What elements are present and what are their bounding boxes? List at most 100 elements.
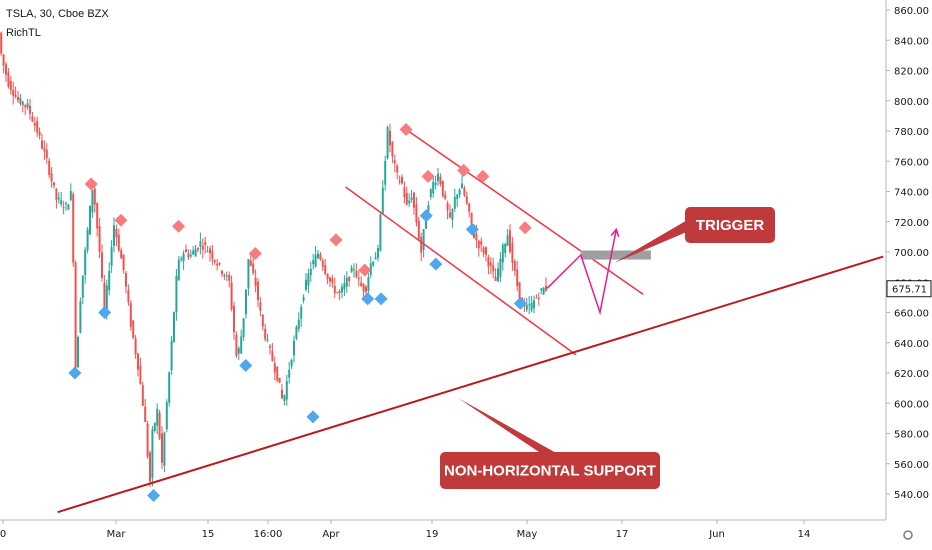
- candle-body: [506, 235, 509, 246]
- candle-body: [341, 286, 343, 293]
- candle-body: [127, 289, 130, 303]
- swing-high-marker: [84, 177, 98, 191]
- candle-body: [218, 263, 221, 265]
- candle-body: [362, 284, 365, 292]
- candle-body: [60, 200, 63, 205]
- candle-body: [134, 338, 137, 355]
- candle-body: [17, 96, 19, 101]
- candle-body: [206, 251, 209, 253]
- candle-body: [417, 220, 420, 240]
- candle-body: [108, 270, 111, 291]
- price-tick-label: 780.00: [894, 127, 929, 138]
- candle-body: [185, 249, 187, 253]
- candle-body: [477, 240, 480, 249]
- candle-body: [470, 212, 473, 227]
- candle-body: [374, 257, 377, 260]
- candle-body: [266, 339, 269, 341]
- candle-body: [77, 336, 79, 368]
- candle-body: [535, 297, 538, 299]
- candle-body: [465, 196, 468, 204]
- candle-body: [122, 254, 125, 271]
- candle-body: [26, 103, 29, 108]
- candle-body: [345, 277, 348, 287]
- candle-body: [223, 274, 226, 277]
- projection-arrowhead: [610, 227, 620, 238]
- candle-body: [293, 340, 295, 356]
- callout-pointer: [458, 398, 558, 454]
- callout-label: NON-HORIZONTAL SUPPORT: [444, 463, 656, 480]
- candle-body: [386, 127, 389, 159]
- candle-body: [518, 282, 521, 300]
- candle-body: [326, 274, 329, 279]
- candle-body: [146, 423, 149, 457]
- candle-body: [309, 268, 312, 276]
- candle-body: [57, 197, 60, 200]
- candle-body: [129, 303, 132, 327]
- trendlines-layer: [57, 128, 884, 514]
- candle-body: [2, 54, 5, 66]
- swing-high-marker: [114, 213, 128, 227]
- candle-body: [101, 252, 103, 279]
- price-tick-label: 640.00: [894, 339, 929, 350]
- swing-low-marker: [68, 366, 82, 380]
- candle-body: [137, 353, 139, 370]
- candle-body: [425, 217, 427, 229]
- candle-body: [321, 260, 324, 267]
- candle-body: [153, 422, 156, 431]
- candle-body: [355, 270, 358, 278]
- candle-body: [434, 182, 437, 186]
- candle-body: [365, 286, 367, 292]
- candle-body: [12, 90, 15, 96]
- candle-body: [113, 225, 115, 246]
- candle-body: [463, 187, 466, 196]
- candle-body: [69, 191, 72, 200]
- settings-gear-icon[interactable]: [903, 530, 913, 540]
- candle-body: [367, 277, 370, 291]
- candle-body: [516, 269, 519, 286]
- candle-body: [240, 336, 243, 354]
- price-tick-label: 860.00: [894, 6, 929, 17]
- candle-body: [348, 276, 351, 282]
- candle-body: [533, 300, 535, 309]
- candle-body: [487, 257, 490, 267]
- candle-body: [110, 246, 113, 266]
- swing-high-marker: [358, 263, 372, 277]
- swing-low-marker: [465, 222, 479, 236]
- candle-body: [432, 181, 435, 194]
- candle-body: [261, 314, 264, 327]
- candle-body: [228, 274, 231, 281]
- candle-body: [456, 194, 459, 199]
- candle-body: [501, 244, 504, 263]
- candle-body: [499, 258, 502, 277]
- support-trendline: [57, 255, 884, 514]
- swing-high-marker: [421, 169, 435, 183]
- indicator-label: RichTL: [6, 27, 41, 39]
- trigger-zone: [580, 250, 651, 260]
- candle-body: [444, 194, 447, 199]
- candle-body: [441, 180, 444, 196]
- candle-body: [295, 327, 298, 339]
- candle-body: [242, 318, 245, 337]
- channel-upper-line: [405, 128, 644, 295]
- candle-body: [369, 263, 372, 275]
- candle-body: [398, 180, 401, 182]
- time-axis[interactable]: 0 Mar 15 16:00 Apr 19 May 17 Jun 14: [0, 519, 932, 549]
- swing-high-marker: [518, 221, 532, 235]
- candle-body: [540, 288, 543, 291]
- candle-body: [468, 203, 471, 212]
- time-tick-label: 19: [426, 529, 439, 540]
- candle-body: [290, 359, 293, 367]
- candle-body: [79, 301, 82, 333]
- price-tick-label: 840.00: [894, 36, 929, 47]
- candle-body: [24, 105, 27, 107]
- candle-body: [14, 95, 17, 97]
- candle-body: [201, 245, 204, 250]
- candle-body: [36, 120, 39, 133]
- candle-body: [31, 116, 34, 122]
- price-tick-label: 700.00: [894, 248, 929, 259]
- price-axis[interactable]: 540.00 560.00 580.00 600.00 620.00 640.00 660.…: [885, 0, 932, 520]
- candle-body: [257, 281, 259, 301]
- symbol-title: TSLA, 30, Cboe BZX: [6, 8, 109, 20]
- candle-body: [141, 385, 144, 406]
